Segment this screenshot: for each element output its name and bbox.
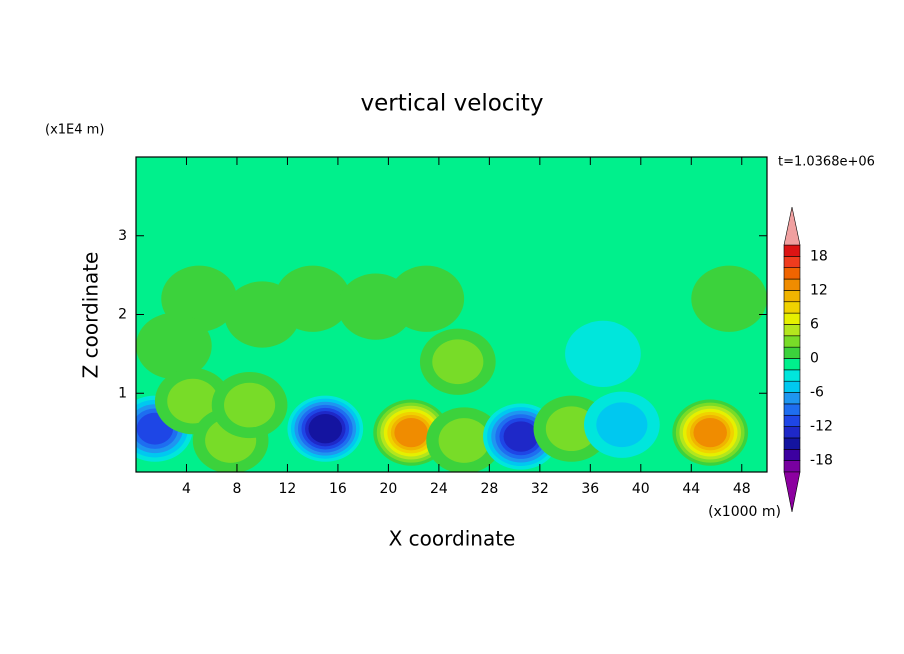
colorbar-bin (783, 256, 801, 269)
x-tick-label: 48 (733, 481, 751, 497)
colorbar-bin (783, 358, 801, 371)
x-axis-label: X coordinate (389, 527, 516, 551)
contour-region (167, 378, 219, 424)
colorbar-bin (783, 460, 801, 473)
y-tick-label: 3 (118, 228, 127, 244)
contour-region (545, 406, 597, 452)
chart-title: vertical velocity (361, 91, 544, 117)
contour-region (565, 320, 641, 387)
colorbar-bin (783, 290, 801, 303)
colorbar-bin (783, 414, 801, 427)
colorbar-bin (783, 301, 801, 314)
contour-region (308, 414, 343, 444)
colorbar-bin (783, 244, 801, 257)
contour-region (136, 312, 212, 380)
contour-region (691, 265, 767, 332)
y-tick-label: 1 (118, 385, 127, 401)
colorbar-bin (783, 380, 801, 393)
colorbar-bin (783, 392, 801, 405)
contour-region (388, 265, 465, 332)
colorbar-over (783, 206, 801, 246)
colorbar-under (783, 471, 801, 513)
x-tick-label: 8 (232, 481, 241, 497)
x-unit: (x1000 m) (708, 504, 781, 520)
colorbar-bin (783, 426, 801, 439)
annotation: t=1.0368e+06 (778, 155, 875, 170)
colorbar-bin (783, 312, 801, 325)
colorbar-tick-label: 0 (810, 351, 819, 367)
colorbar-bin (783, 346, 801, 359)
y-unit: (x1E4 m) (45, 123, 104, 138)
colorbar-bin (783, 437, 801, 450)
x-tick-label: 40 (632, 481, 650, 497)
colorbar-tick-label: -18 (810, 453, 833, 469)
colorbar-bin (783, 278, 801, 291)
contour-region (274, 265, 351, 332)
x-tick-label: 44 (682, 481, 700, 497)
x-tick-label: 32 (531, 481, 549, 497)
contour-region (224, 382, 276, 428)
colorbar-tick-label: 12 (810, 282, 828, 298)
colorbar-tick-label: 6 (810, 316, 819, 332)
colorbar-tick-label: 18 (810, 248, 828, 264)
y-tick-label: 2 (118, 307, 127, 323)
colorbar-bin (783, 448, 801, 461)
contour-region (693, 417, 727, 448)
colorbar-bin (783, 335, 801, 348)
contour-region (394, 417, 428, 448)
colorbar-bin (783, 403, 801, 416)
colorbar-bin (783, 369, 801, 382)
x-tick-label: 4 (182, 481, 191, 497)
contour-field (136, 157, 767, 472)
colorbar-tick-label: -12 (810, 419, 833, 435)
contour-region (432, 339, 484, 385)
x-tick-label: 16 (329, 481, 347, 497)
x-tick-label: 20 (379, 481, 397, 497)
colorbar-bin (783, 267, 801, 280)
x-tick-label: 28 (480, 481, 498, 497)
contour-region (438, 418, 490, 463)
x-tick-label: 12 (279, 481, 297, 497)
x-tick-label: 24 (430, 481, 448, 497)
contour-region (596, 402, 648, 448)
colorbar-bin (783, 324, 801, 337)
x-tick-label: 36 (581, 481, 599, 497)
colorbar-tick-label: -6 (810, 385, 824, 401)
contour-region (503, 421, 539, 452)
y-axis-label: Z coordinate (79, 252, 103, 379)
